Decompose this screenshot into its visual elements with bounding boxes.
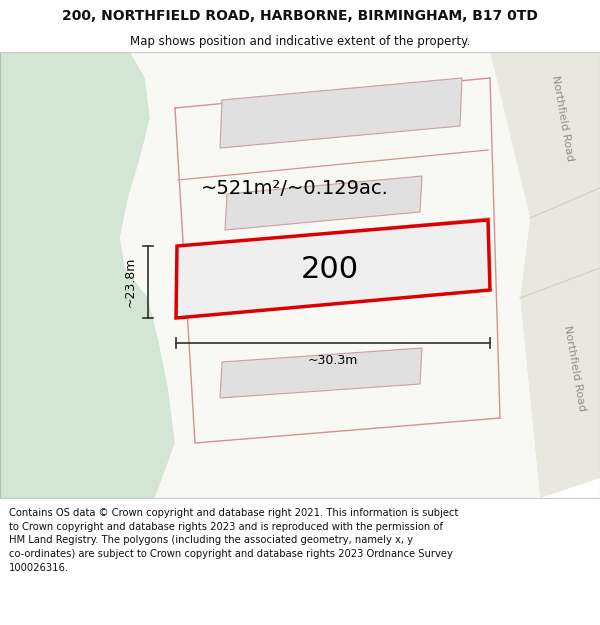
Polygon shape <box>0 52 175 498</box>
Text: 200, NORTHFIELD ROAD, HARBORNE, BIRMINGHAM, B17 0TD: 200, NORTHFIELD ROAD, HARBORNE, BIRMINGH… <box>62 9 538 22</box>
Polygon shape <box>228 240 392 298</box>
Polygon shape <box>520 188 600 298</box>
Polygon shape <box>176 220 490 318</box>
Polygon shape <box>520 268 600 498</box>
Text: Northfield Road: Northfield Road <box>563 324 587 412</box>
Text: 200: 200 <box>301 256 359 284</box>
Text: Contains OS data © Crown copyright and database right 2021. This information is : Contains OS data © Crown copyright and d… <box>9 508 458 572</box>
Polygon shape <box>120 52 540 498</box>
Polygon shape <box>490 52 600 218</box>
Text: ~30.3m: ~30.3m <box>308 354 358 367</box>
Text: Northfield Road: Northfield Road <box>551 74 575 162</box>
Text: ~521m²/~0.129ac.: ~521m²/~0.129ac. <box>201 179 389 198</box>
Text: ~23.8m: ~23.8m <box>124 257 137 307</box>
Polygon shape <box>225 176 422 230</box>
Polygon shape <box>220 348 422 398</box>
Polygon shape <box>220 78 462 148</box>
Text: Map shows position and indicative extent of the property.: Map shows position and indicative extent… <box>130 35 470 48</box>
